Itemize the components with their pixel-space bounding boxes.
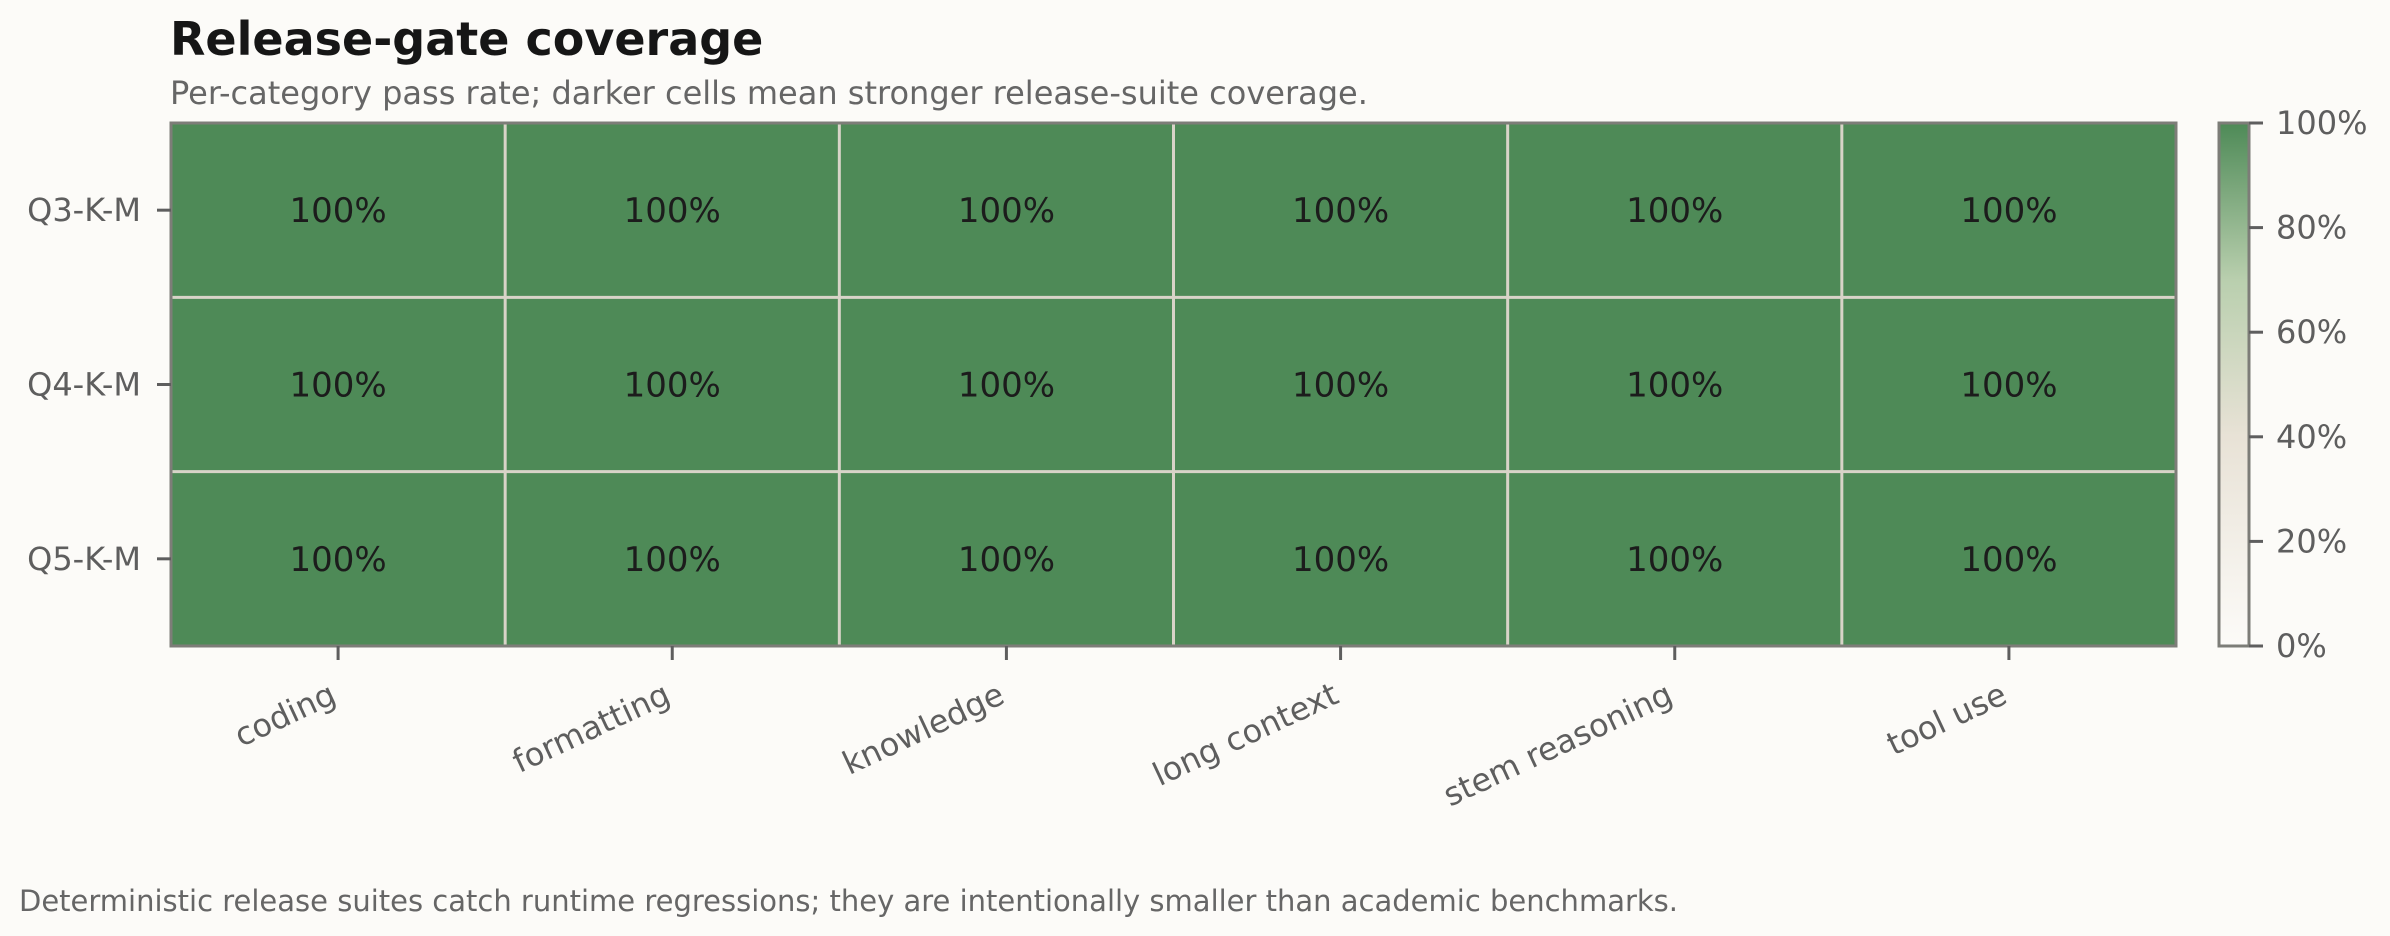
cell-value-label: 100% bbox=[1960, 540, 2057, 580]
heatmap-cell bbox=[171, 123, 506, 298]
heatmap-cell bbox=[1507, 471, 1842, 646]
colorbar-gradient bbox=[2217, 121, 2251, 648]
cell-value-label: 100% bbox=[1626, 191, 1723, 231]
cell-value-label: 100% bbox=[624, 366, 721, 406]
colorbar-tick-label: 60% bbox=[2276, 313, 2347, 351]
heatmap-cell bbox=[171, 471, 506, 646]
heatmap-cell bbox=[839, 123, 1174, 298]
heatmap-cell bbox=[839, 297, 1174, 472]
cell-value-label: 100% bbox=[624, 191, 721, 231]
heatmap-cell bbox=[505, 123, 840, 298]
cell-value-label: 100% bbox=[1626, 540, 1723, 580]
heatmap-cell bbox=[1173, 471, 1508, 646]
colorbar-tick-label: 0% bbox=[2276, 627, 2327, 665]
cell-value-label: 100% bbox=[289, 540, 386, 580]
column-tick-label: coding bbox=[228, 675, 341, 755]
heatmap-cell bbox=[1841, 123, 2176, 298]
column-tick-label: knowledge bbox=[837, 675, 1010, 783]
column-axis: coding formatting knowledge long context ste… bbox=[228, 646, 2012, 814]
heatmap-cells: 100% 100% 100% 100% 100% 100% 100% 100% 100% 100%… bbox=[171, 123, 2176, 646]
cell-value-label: 100% bbox=[1626, 366, 1723, 406]
heatmap-cell bbox=[505, 297, 840, 472]
cell-value-label: 100% bbox=[958, 191, 1055, 231]
heatmap-cell bbox=[1841, 297, 2176, 472]
cell-value-label: 100% bbox=[1292, 540, 1389, 580]
heatmap-cell bbox=[1507, 297, 1842, 472]
heatmap-cell bbox=[1173, 297, 1508, 472]
chart-title: Release-gate coverage bbox=[170, 12, 763, 66]
cell-value-label: 100% bbox=[289, 191, 386, 231]
row-tick-label: Q4-K-M bbox=[27, 366, 141, 404]
column-tick-label: stem reasoning bbox=[1437, 675, 1678, 814]
row-axis: Q3-K-M Q4-K-M Q5-K-M bbox=[27, 191, 171, 578]
colorbar: 0% 20% 40% 60% 80% 100% bbox=[2217, 104, 2367, 665]
cell-value-label: 100% bbox=[1960, 191, 2057, 231]
colorbar-tick-label: 80% bbox=[2276, 209, 2347, 247]
row-tick-label: Q5-K-M bbox=[27, 540, 141, 578]
cell-value-label: 100% bbox=[1960, 366, 2057, 406]
heatmap-cell bbox=[1507, 123, 1842, 298]
cell-value-label: 100% bbox=[1292, 366, 1389, 406]
heatmap-cell bbox=[839, 471, 1174, 646]
chart-subtitle: Per-category pass rate; darker cells mea… bbox=[170, 74, 1368, 112]
cell-value-label: 100% bbox=[958, 540, 1055, 580]
row-tick-label: Q3-K-M bbox=[27, 191, 141, 229]
heatmap-cell bbox=[171, 297, 506, 472]
column-tick-label: formatting bbox=[507, 675, 676, 781]
chart-footnote: Deterministic release suites catch runti… bbox=[19, 884, 1678, 918]
colorbar-tick-label: 20% bbox=[2276, 522, 2347, 560]
cell-value-label: 100% bbox=[624, 540, 721, 580]
column-tick-label: long context bbox=[1147, 675, 1344, 794]
cell-value-label: 100% bbox=[1292, 191, 1389, 231]
heatmap-cell bbox=[505, 471, 840, 646]
heatmap-cell bbox=[1173, 123, 1508, 298]
colorbar-tick-label: 40% bbox=[2276, 418, 2347, 456]
heatmap-cell bbox=[1841, 471, 2176, 646]
cell-value-label: 100% bbox=[958, 366, 1055, 406]
cell-value-label: 100% bbox=[289, 366, 386, 406]
column-tick-label: tool use bbox=[1881, 675, 2013, 763]
colorbar-tick-label: 100% bbox=[2276, 104, 2367, 142]
